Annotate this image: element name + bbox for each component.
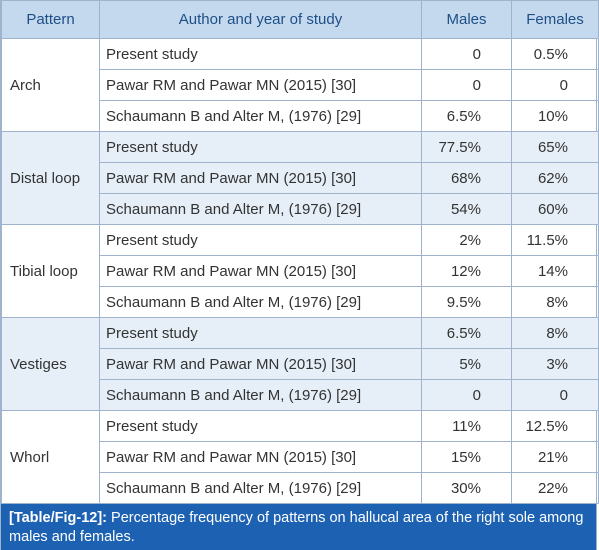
author-cell: Present study (99, 317, 422, 349)
value-cell: 2% (421, 224, 512, 256)
author-cell: Present study (99, 410, 422, 442)
table-row: Pawar RM and Pawar MN (2015) [30] 0 0 (2, 69, 599, 101)
value-cell: 65% (511, 131, 599, 163)
value-cell: 0 (421, 69, 512, 101)
pattern-cell: Distal loop (1, 131, 100, 225)
value-cell: 0 (511, 69, 599, 101)
table-row: Schaumann B and Alter M, (1976) [29] 9.5%… (2, 286, 599, 318)
author-cell: Schaumann B and Alter M, (1976) [29] (99, 379, 422, 411)
table-row: Pawar RM and Pawar MN (2015) [30] 68% 62% (2, 162, 599, 194)
caption: [Table/Fig-12]: Percentage frequency of … (1, 504, 596, 550)
author-cell: Pawar RM and Pawar MN (2015) [30] (99, 69, 422, 101)
author-cell: Schaumann B and Alter M, (1976) [29] (99, 472, 422, 504)
table-row: Tibial loop Present study 2% 11.5% (1, 224, 599, 318)
pattern-cell: Vestiges (1, 317, 100, 411)
value-cell: 8% (511, 286, 599, 318)
pattern-cell: Tibial loop (1, 224, 100, 318)
author-cell: Pawar RM and Pawar MN (2015) [30] (99, 162, 422, 194)
header-cell: Females (511, 0, 599, 39)
value-cell: 30% (421, 472, 512, 504)
table-body: Arch Present study 0 0.5% Pawar RM and Pawar… (1, 38, 599, 504)
table-row: Distal loop Present study 77.5% 65% (1, 131, 599, 225)
header-cell: Pattern (1, 0, 100, 39)
author-cell: Pawar RM and Pawar MN (2015) [30] (99, 348, 422, 380)
value-cell: 6.5% (421, 317, 512, 349)
value-cell: 11% (421, 410, 512, 442)
value-cell: 15% (421, 441, 512, 473)
author-cell: Pawar RM and Pawar MN (2015) [30] (99, 255, 422, 287)
pattern-cell: Whorl (1, 410, 100, 504)
author-cell: Schaumann B and Alter M, (1976) [29] (99, 193, 422, 225)
author-cell: Pawar RM and Pawar MN (2015) [30] (99, 441, 422, 473)
value-cell: 0 (511, 379, 599, 411)
table-row: Schaumann B and Alter M, (1976) [29] 30% 2… (2, 472, 599, 504)
value-cell: 12.5% (511, 410, 599, 442)
value-cell: 60% (511, 193, 599, 225)
value-cell: 68% (421, 162, 512, 194)
header-cell: Males (421, 0, 512, 39)
value-cell: 11.5% (511, 224, 599, 256)
table-row: Pawar RM and Pawar MN (2015) [30] 5% 3% (2, 348, 599, 380)
value-cell: 62% (511, 162, 599, 194)
header-cell: Author and year of study (99, 0, 422, 39)
value-cell: 54% (421, 193, 512, 225)
value-cell: 10% (511, 100, 599, 132)
value-cell: 21% (511, 441, 599, 473)
table-row: Pawar RM and Pawar MN (2015) [30] 12% 14% (2, 255, 599, 287)
value-cell: 9.5% (421, 286, 512, 318)
value-cell: 8% (511, 317, 599, 349)
author-cell: Present study (99, 224, 422, 256)
header-row: Pattern Author and year of study Males Fema… (1, 0, 599, 39)
table-row: Schaumann B and Alter M, (1976) [29] 6.5%… (2, 100, 599, 132)
value-cell: 6.5% (421, 100, 512, 132)
table-row: Schaumann B and Alter M, (1976) [29] 54% 6… (2, 193, 599, 225)
value-cell: 14% (511, 255, 599, 287)
value-cell: 0.5% (511, 38, 599, 70)
author-cell: Present study (99, 38, 422, 70)
author-cell: Schaumann B and Alter M, (1976) [29] (99, 286, 422, 318)
value-cell: 12% (421, 255, 512, 287)
table-row: Vestiges Present study 6.5% 8% (1, 317, 599, 411)
caption-label: [Table/Fig-12]: (9, 510, 108, 526)
value-cell: 0 (421, 379, 512, 411)
data-table: Pattern Author and year of study Males Fema… (1, 0, 599, 504)
value-cell: 22% (511, 472, 599, 504)
author-cell: Schaumann B and Alter M, (1976) [29] (99, 100, 422, 132)
author-cell: Present study (99, 131, 422, 163)
value-cell: 5% (421, 348, 512, 380)
value-cell: 3% (511, 348, 599, 380)
table-row: Whorl Present study 11% 12.5% (1, 410, 599, 504)
table-row: Arch Present study 0 0.5% (1, 38, 599, 132)
value-cell: 77.5% (421, 131, 512, 163)
caption-text: Percentage frequency of patterns on hall… (9, 510, 584, 545)
value-cell: 0 (421, 38, 512, 70)
pattern-cell: Arch (1, 38, 100, 132)
